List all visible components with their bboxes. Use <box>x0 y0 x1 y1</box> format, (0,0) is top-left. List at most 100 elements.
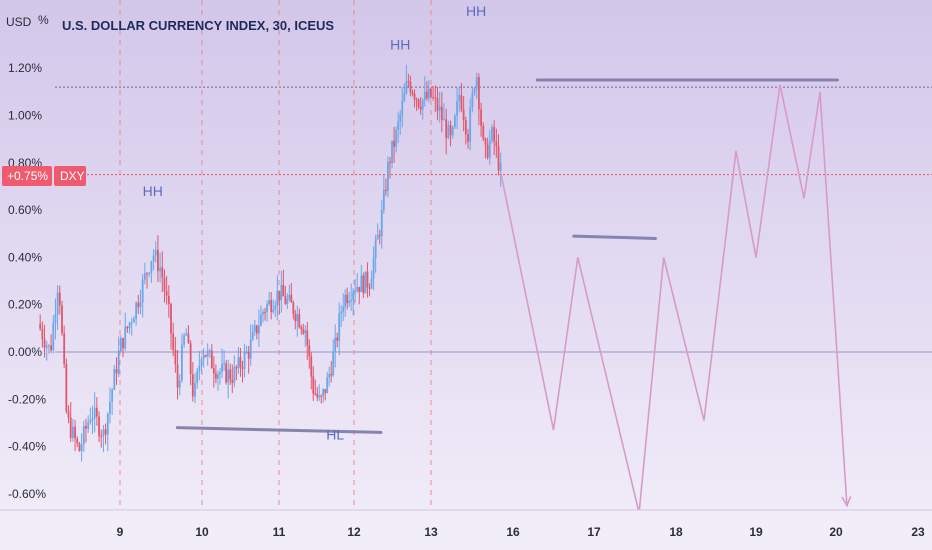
candle-body <box>362 275 365 294</box>
y-tick-label: 1.20% <box>8 61 42 75</box>
candle-body <box>124 326 127 349</box>
candle-body <box>322 389 325 397</box>
candle-body <box>340 311 343 314</box>
candle-body <box>290 294 293 303</box>
candle-body <box>165 291 168 296</box>
candle-body <box>119 338 122 351</box>
candle-body <box>486 144 489 158</box>
candle-body <box>141 279 144 303</box>
candle-body <box>334 337 337 353</box>
candle-body <box>198 365 201 371</box>
candle-body <box>241 367 244 369</box>
candle-body <box>82 425 85 445</box>
candle-body <box>421 99 424 110</box>
candle-body <box>93 407 96 419</box>
candle-body <box>298 314 301 328</box>
candle-body <box>405 81 408 93</box>
candle-body <box>54 314 57 324</box>
candle-body <box>296 314 299 322</box>
candle-body <box>229 369 232 380</box>
candle-body <box>39 323 42 329</box>
y-axis[interactable]: 1.20%1.00%0.80%0.60%0.40%0.20%0.00%-0.20… <box>8 61 46 501</box>
candle-body <box>332 352 335 376</box>
candle-body <box>239 357 242 368</box>
candle-body <box>300 327 303 330</box>
pattern-label-hh: HH <box>143 183 163 199</box>
candle-body <box>104 429 107 435</box>
candle-body <box>469 107 472 142</box>
candle-body <box>288 294 291 300</box>
candle-body <box>159 267 162 272</box>
candle-body <box>249 339 252 359</box>
price-badge[interactable]: +0.75% DXY <box>2 166 86 186</box>
candle-body <box>172 333 175 350</box>
candle-body <box>266 304 268 312</box>
candle-body <box>167 295 170 304</box>
candle-body <box>251 331 254 340</box>
candle-body <box>74 426 76 439</box>
candle-body <box>237 357 240 369</box>
candle-body <box>320 395 323 397</box>
y-tick-label: -0.40% <box>8 440 46 454</box>
candle-body <box>89 419 92 423</box>
candle-body <box>80 444 83 451</box>
candle-body <box>292 302 295 315</box>
candle-body <box>284 296 287 304</box>
candle-body <box>76 438 79 444</box>
level-line[interactable] <box>572 234 657 240</box>
candle-body <box>276 291 279 306</box>
candle-body <box>488 140 491 158</box>
candle-body <box>196 370 199 384</box>
candle-body <box>304 330 307 334</box>
candle-body <box>163 277 166 292</box>
candle-body <box>115 369 118 374</box>
x-tick-label: 10 <box>195 525 209 539</box>
projection-arrowhead <box>841 496 852 508</box>
candle-body <box>318 395 321 398</box>
candle-body <box>280 284 283 301</box>
candle-body <box>342 306 345 312</box>
candle-body <box>460 95 463 110</box>
y-tick-label: 0.40% <box>8 250 42 264</box>
candle-body <box>344 294 347 307</box>
candle-body <box>389 161 391 164</box>
x-tick-label: 16 <box>506 525 520 539</box>
candle-body <box>387 161 389 191</box>
candle-body <box>302 329 305 334</box>
candle-body <box>176 364 179 388</box>
candle-body <box>395 129 398 147</box>
candle-body <box>417 99 420 107</box>
candle-body <box>130 322 133 324</box>
candle-body <box>225 363 228 383</box>
x-tick-label: 18 <box>669 525 683 539</box>
candle-body <box>233 367 236 383</box>
candle-body <box>330 373 333 376</box>
candle-body <box>217 374 219 379</box>
candle-body <box>58 292 61 306</box>
candle-body <box>243 352 246 369</box>
log-toggle-icon[interactable]: % <box>38 13 49 27</box>
y-tick-label: -0.20% <box>8 392 46 406</box>
x-tick-label: 12 <box>347 525 361 539</box>
candle-body <box>436 97 439 111</box>
candle-body <box>384 189 387 191</box>
candle-body <box>200 359 203 366</box>
candle-body <box>264 311 266 313</box>
candle-body <box>117 350 120 374</box>
candle-body <box>210 350 213 369</box>
candle-body <box>214 373 217 379</box>
candle-body <box>95 407 98 417</box>
candle-body <box>348 300 351 304</box>
y-tick-label: -0.60% <box>8 487 46 501</box>
x-axis[interactable]: 9 10 11 12 13 16 17 18 19 20 23 <box>0 509 932 550</box>
candle-body <box>430 88 432 97</box>
candle-body <box>255 325 258 334</box>
candle-body <box>245 352 248 354</box>
candle-body <box>202 355 205 360</box>
level-line[interactable] <box>175 426 383 434</box>
y-tick-label: 0.00% <box>8 345 42 359</box>
candle-body <box>378 235 381 237</box>
candle-body <box>499 163 502 171</box>
candle-body <box>328 373 331 378</box>
